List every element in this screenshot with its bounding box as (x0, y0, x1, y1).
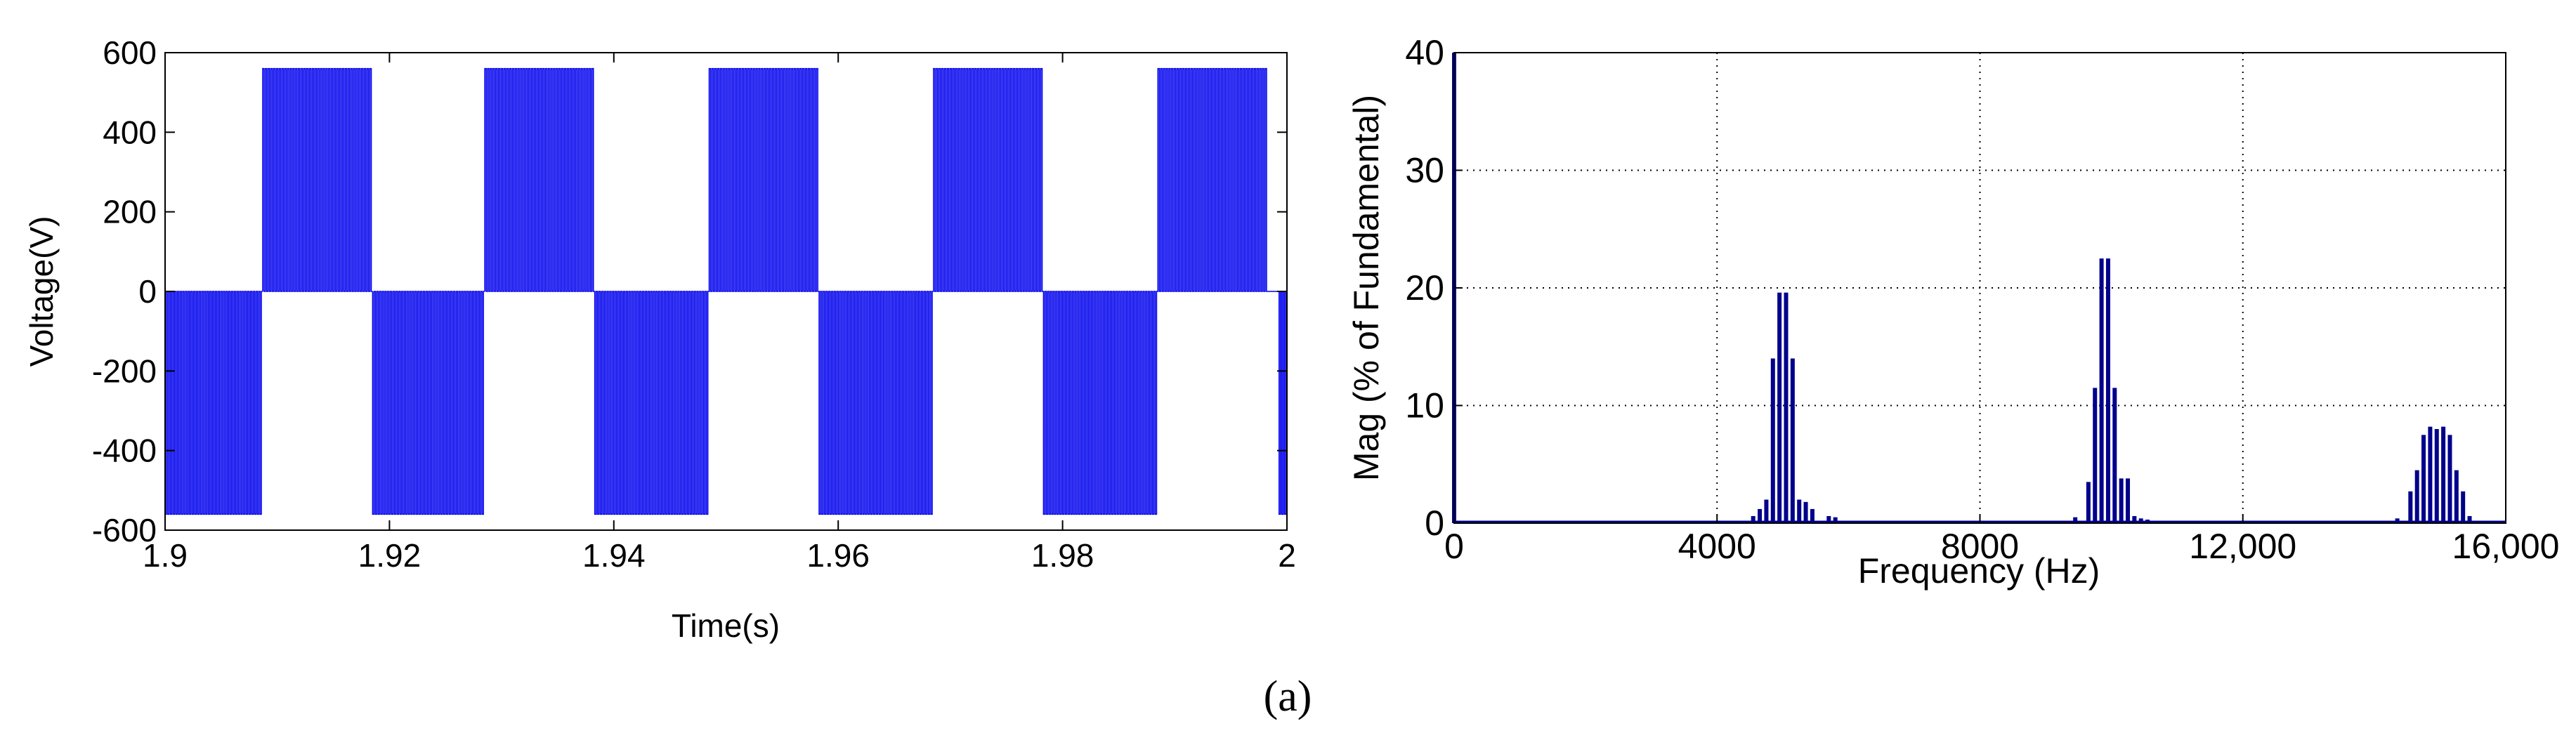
voltage-y-tick-label: -400 (92, 433, 157, 469)
harmonic-spectrum-chart: 0 4000 8000 12,000 16,000 40 30 20 10 0 Frequency… (1347, 33, 2559, 591)
spectrum-bar (2408, 491, 2413, 523)
spectrum-bar (2073, 517, 2078, 524)
spectrum-bar (2414, 470, 2419, 524)
spectrum-bar (2421, 435, 2426, 524)
voltage-pwm-series (164, 67, 1287, 515)
spectrum-bar (2454, 470, 2459, 524)
spectrum-bar (2119, 478, 2124, 523)
spectrum-bar (2145, 519, 2150, 523)
spectrum-bar (2099, 258, 2104, 524)
spectrum-y-tick-label: 40 (1405, 33, 1444, 72)
voltage-x-tick-label: 1.96 (806, 537, 870, 574)
spectrum-x-axis-label: Frequency (Hz) (1858, 551, 2100, 591)
voltage-y-tick-label: -600 (92, 512, 157, 548)
spectrum-y-tick-label: 20 (1405, 268, 1444, 308)
spectrum-bar (2434, 429, 2439, 523)
spectrum-x-tick-label: 12,000 (2189, 527, 2296, 566)
spectrum-x-tick-label: 0 (1444, 527, 1464, 566)
spectrum-bar (2441, 426, 2446, 523)
voltage-x-tick-label: 1.94 (582, 537, 646, 574)
voltage-x-tick-label: 1.9 (143, 537, 188, 574)
spectrum-y-tick-label: 10 (1405, 386, 1444, 426)
voltage-y-axis-label: Voltage(V) (23, 216, 60, 367)
spectrum-y-tick-label: 30 (1405, 151, 1444, 190)
spectrum-bar (1784, 292, 1789, 523)
spectrum-bar (2395, 518, 2400, 523)
spectrum-bar (2086, 482, 2091, 524)
voltage-pwm-line (164, 67, 1287, 515)
spectrum-bar (2467, 515, 2472, 523)
spectrum-bar (1826, 515, 1831, 523)
voltage-y-tick-label: 200 (103, 194, 157, 230)
spectrum-bar (1797, 499, 1802, 523)
voltage-y-tick-label: 400 (103, 114, 157, 150)
spectrum-bar (1833, 517, 1838, 524)
spectrum-bar (2447, 435, 2452, 524)
spectrum-bar (1770, 358, 1775, 523)
spectrum-y-axis-label: Mag (% of Fundamental) (1347, 95, 1386, 481)
voltage-y-tick-label: -200 (92, 352, 157, 389)
voltage-y-tick-label: 0 (138, 273, 157, 310)
spectrum-bar (1810, 508, 1815, 523)
spectrum-y-tick-label: 0 (1425, 503, 1444, 543)
spectrum-axis-ticks: 0 4000 8000 12,000 16,000 40 30 20 10 0 (1405, 33, 2559, 566)
spectrum-bar (1758, 508, 1763, 523)
spectrum-bar (2112, 388, 2117, 524)
spectrum-x-tick-label: 8000 (1941, 527, 2019, 566)
spectrum-bar (2093, 388, 2098, 524)
spectrum-bar (1790, 358, 1795, 523)
spectrum-bar (2461, 491, 2466, 523)
spectrum-bar (2428, 426, 2433, 523)
spectrum-bar (1751, 515, 1756, 523)
voltage-x-tick-label: 2 (1278, 537, 1296, 574)
spectrum-bar (2105, 258, 2110, 524)
voltage-axis-ticks: 1.9 1.92 1.94 1.96 1.98 2 600 400 200 0 -200 -400 -6… (92, 34, 1296, 574)
spectrum-bar (1803, 501, 1808, 523)
voltage-y-tick-label: 600 (103, 34, 157, 71)
spectrum-bar (2126, 478, 2131, 523)
spectrum-bar (2132, 515, 2137, 523)
spectrum-bar (1764, 499, 1769, 523)
spectrum-x-tick-label: 16,000 (2452, 527, 2560, 566)
voltage-x-axis-label: Time(s) (672, 607, 780, 644)
voltage-time-chart: 1.9 1.92 1.94 1.96 1.98 2 600 400 200 0 -200 -400 -6… (23, 34, 1296, 644)
spectrum-grid (1454, 53, 2506, 523)
figure-caption: (a) (1264, 673, 1312, 720)
spectrum-bar (2138, 518, 2143, 523)
voltage-x-tick-label: 1.92 (358, 537, 421, 574)
spectrum-x-tick-label: 4000 (1678, 527, 1756, 566)
spectrum-bar (1777, 292, 1782, 523)
voltage-x-tick-label: 1.98 (1031, 537, 1094, 574)
